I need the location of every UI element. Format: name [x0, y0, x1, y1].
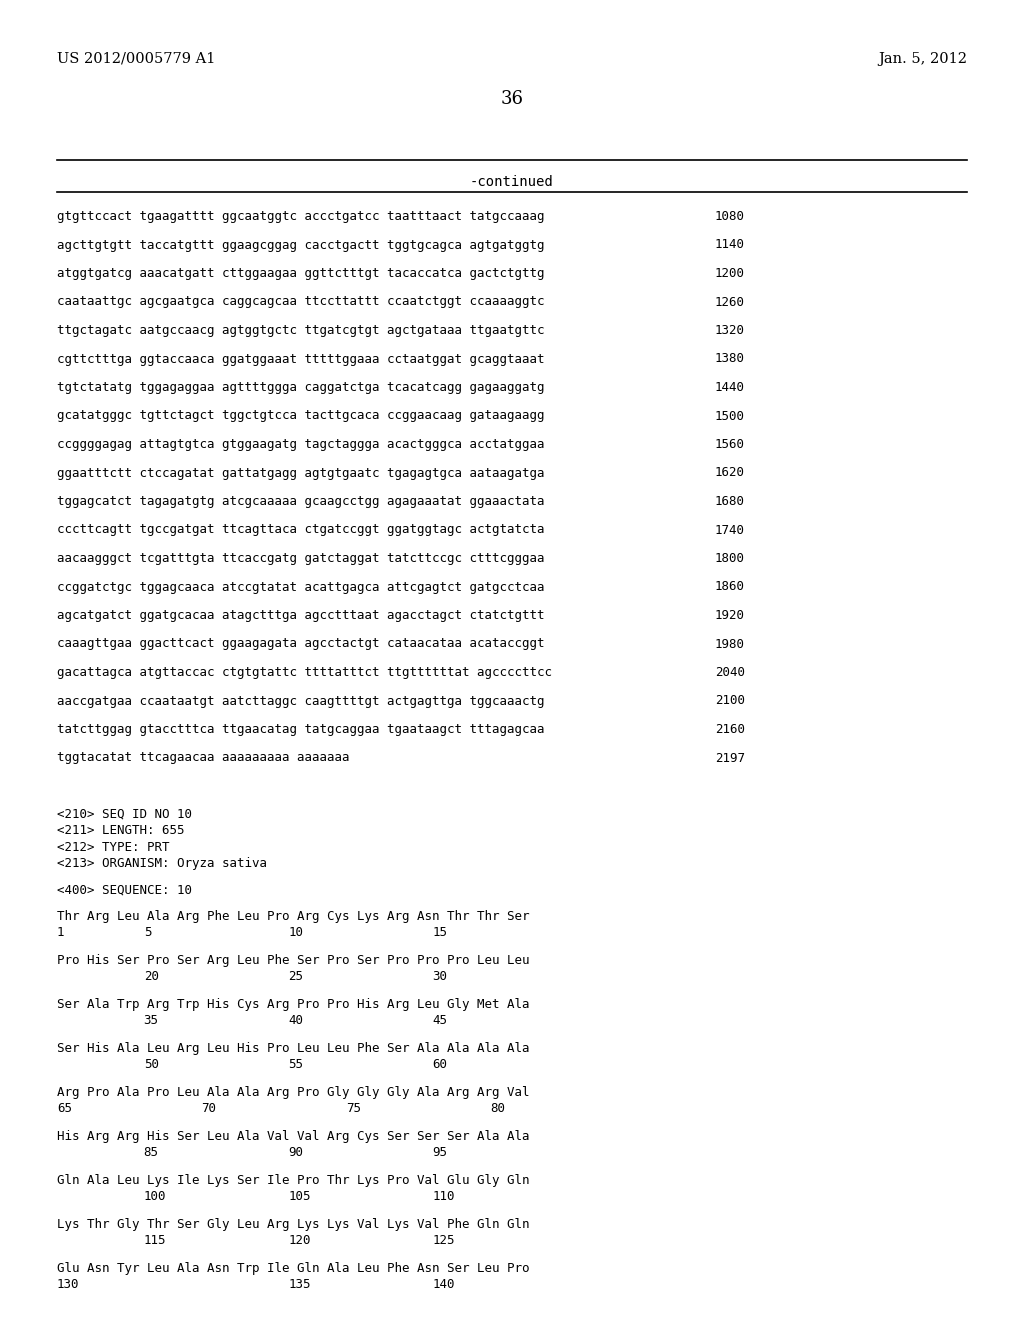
Text: cccttcagtt tgccgatgat ttcagttaca ctgatccggt ggatggtagc actgtatcta: cccttcagtt tgccgatgat ttcagttaca ctgatcc… — [57, 524, 545, 536]
Text: 140: 140 — [432, 1278, 455, 1291]
Text: <212> TYPE: PRT: <212> TYPE: PRT — [57, 841, 170, 854]
Text: Arg Pro Ala Pro Leu Ala Ala Arg Pro Gly Gly Gly Ala Arg Arg Val: Arg Pro Ala Pro Leu Ala Ala Arg Pro Gly … — [57, 1086, 529, 1100]
Text: atggtgatcg aaacatgatt cttggaagaa ggttctttgt tacaccatca gactctgttg: atggtgatcg aaacatgatt cttggaagaa ggttctt… — [57, 267, 545, 280]
Text: Pro His Ser Pro Ser Arg Leu Phe Ser Pro Ser Pro Pro Pro Leu Leu: Pro His Ser Pro Ser Arg Leu Phe Ser Pro … — [57, 954, 529, 968]
Text: 85: 85 — [143, 1146, 159, 1159]
Text: Thr Arg Leu Ala Arg Phe Leu Pro Arg Cys Lys Arg Asn Thr Thr Ser: Thr Arg Leu Ala Arg Phe Leu Pro Arg Cys … — [57, 911, 529, 923]
Text: ccggatctgc tggagcaaca atccgtatat acattgagca attcgagtct gatgcctcaa: ccggatctgc tggagcaaca atccgtatat acattga… — [57, 581, 545, 594]
Text: tggtacatat ttcagaacaa aaaaaaaaa aaaaaaa: tggtacatat ttcagaacaa aaaaaaaaa aaaaaaa — [57, 751, 349, 764]
Text: tatcttggag gtacctttca ttgaacatag tatgcaggaa tgaataagct tttagagcaa: tatcttggag gtacctttca ttgaacatag tatgcag… — [57, 723, 545, 737]
Text: 100: 100 — [143, 1189, 166, 1203]
Text: 10: 10 — [288, 925, 303, 939]
Text: 1800: 1800 — [715, 552, 745, 565]
Text: 75: 75 — [346, 1102, 360, 1115]
Text: <400> SEQUENCE: 10: <400> SEQUENCE: 10 — [57, 884, 193, 896]
Text: aaccgatgaa ccaataatgt aatcttaggc caagttttgt actgagttga tggcaaactg: aaccgatgaa ccaataatgt aatcttaggc caagttt… — [57, 694, 545, 708]
Text: ggaatttctt ctccagatat gattatgagg agtgtgaatc tgagagtgca aataagatga: ggaatttctt ctccagatat gattatgagg agtgtga… — [57, 466, 545, 479]
Text: 60: 60 — [432, 1057, 447, 1071]
Text: Jan. 5, 2012: Jan. 5, 2012 — [878, 51, 967, 66]
Text: Ser Ala Trp Arg Trp His Cys Arg Pro Pro His Arg Leu Gly Met Ala: Ser Ala Trp Arg Trp His Cys Arg Pro Pro … — [57, 998, 529, 1011]
Text: 105: 105 — [288, 1189, 310, 1203]
Text: 1980: 1980 — [715, 638, 745, 651]
Text: 30: 30 — [432, 970, 447, 983]
Text: 2160: 2160 — [715, 723, 745, 737]
Text: 2040: 2040 — [715, 667, 745, 678]
Text: gtgttccact tgaagatttt ggcaatggtc accctgatcc taatttaact tatgccaaag: gtgttccact tgaagatttt ggcaatggtc accctga… — [57, 210, 545, 223]
Text: 35: 35 — [143, 1014, 159, 1027]
Text: tggagcatct tagagatgtg atcgcaaaaa gcaagcctgg agagaaatat ggaaactata: tggagcatct tagagatgtg atcgcaaaaa gcaagcc… — [57, 495, 545, 508]
Text: <211> LENGTH: 655: <211> LENGTH: 655 — [57, 825, 184, 837]
Text: 55: 55 — [288, 1057, 303, 1071]
Text: aacaagggct tcgatttgta ttcaccgatg gatctaggat tatcttccgc ctttcgggaa: aacaagggct tcgatttgta ttcaccgatg gatctag… — [57, 552, 545, 565]
Text: 135: 135 — [288, 1278, 310, 1291]
Text: caaagttgaa ggacttcact ggaagagata agcctactgt cataacataa acataccggt: caaagttgaa ggacttcact ggaagagata agcctac… — [57, 638, 545, 651]
Text: Glu Asn Tyr Leu Ala Asn Trp Ile Gln Ala Leu Phe Asn Ser Leu Pro: Glu Asn Tyr Leu Ala Asn Trp Ile Gln Ala … — [57, 1262, 529, 1275]
Text: 1560: 1560 — [715, 438, 745, 451]
Text: 90: 90 — [288, 1146, 303, 1159]
Text: 1740: 1740 — [715, 524, 745, 536]
Text: agcttgtgtt taccatgttt ggaagcggag cacctgactt tggtgcagca agtgatggtg: agcttgtgtt taccatgttt ggaagcggag cacctga… — [57, 239, 545, 252]
Text: Gln Ala Leu Lys Ile Lys Ser Ile Pro Thr Lys Pro Val Glu Gly Gln: Gln Ala Leu Lys Ile Lys Ser Ile Pro Thr … — [57, 1175, 529, 1187]
Text: 130: 130 — [57, 1278, 80, 1291]
Text: gcatatgggc tgttctagct tggctgtcca tacttgcaca ccggaacaag gataagaagg: gcatatgggc tgttctagct tggctgtcca tacttgc… — [57, 409, 545, 422]
Text: 80: 80 — [490, 1102, 505, 1115]
Text: 110: 110 — [432, 1189, 455, 1203]
Text: 1380: 1380 — [715, 352, 745, 366]
Text: 1: 1 — [57, 925, 65, 939]
Text: <210> SEQ ID NO 10: <210> SEQ ID NO 10 — [57, 808, 193, 821]
Text: Lys Thr Gly Thr Ser Gly Leu Arg Lys Lys Val Lys Val Phe Gln Gln: Lys Thr Gly Thr Ser Gly Leu Arg Lys Lys … — [57, 1218, 529, 1232]
Text: gacattagca atgttaccac ctgtgtattc ttttatttct ttgttttttat agccccttcc: gacattagca atgttaccac ctgtgtattc ttttatt… — [57, 667, 552, 678]
Text: Ser His Ala Leu Arg Leu His Pro Leu Leu Phe Ser Ala Ala Ala Ala: Ser His Ala Leu Arg Leu His Pro Leu Leu … — [57, 1043, 529, 1055]
Text: 20: 20 — [143, 970, 159, 983]
Text: 1620: 1620 — [715, 466, 745, 479]
Text: 125: 125 — [432, 1234, 455, 1247]
Text: 1140: 1140 — [715, 239, 745, 252]
Text: 5: 5 — [143, 925, 152, 939]
Text: 65: 65 — [57, 1102, 72, 1115]
Text: 120: 120 — [288, 1234, 310, 1247]
Text: agcatgatct ggatgcacaa atagctttga agcctttaat agacctagct ctatctgttt: agcatgatct ggatgcacaa atagctttga agccttt… — [57, 609, 545, 622]
Text: 25: 25 — [288, 970, 303, 983]
Text: ccggggagag attagtgtca gtggaagatg tagctaggga acactgggca acctatggaa: ccggggagag attagtgtca gtggaagatg tagctag… — [57, 438, 545, 451]
Text: 2197: 2197 — [715, 751, 745, 764]
Text: 1860: 1860 — [715, 581, 745, 594]
Text: caataattgc agcgaatgca caggcagcaa ttccttattt ccaatctggt ccaaaaggtc: caataattgc agcgaatgca caggcagcaa ttcctta… — [57, 296, 545, 309]
Text: 1500: 1500 — [715, 409, 745, 422]
Text: <213> ORGANISM: Oryza sativa: <213> ORGANISM: Oryza sativa — [57, 858, 267, 870]
Text: 45: 45 — [432, 1014, 447, 1027]
Text: 115: 115 — [143, 1234, 166, 1247]
Text: 1440: 1440 — [715, 381, 745, 393]
Text: 1320: 1320 — [715, 323, 745, 337]
Text: 1080: 1080 — [715, 210, 745, 223]
Text: His Arg Arg His Ser Leu Ala Val Val Arg Cys Ser Ser Ser Ala Ala: His Arg Arg His Ser Leu Ala Val Val Arg … — [57, 1130, 529, 1143]
Text: 1200: 1200 — [715, 267, 745, 280]
Text: 36: 36 — [501, 90, 523, 108]
Text: 1680: 1680 — [715, 495, 745, 508]
Text: 95: 95 — [432, 1146, 447, 1159]
Text: ttgctagatc aatgccaacg agtggtgctc ttgatcgtgt agctgataaa ttgaatgttc: ttgctagatc aatgccaacg agtggtgctc ttgatcg… — [57, 323, 545, 337]
Text: 40: 40 — [288, 1014, 303, 1027]
Text: 70: 70 — [202, 1102, 216, 1115]
Text: tgtctatatg tggagaggaa agttttggga caggatctga tcacatcagg gagaaggatg: tgtctatatg tggagaggaa agttttggga caggatc… — [57, 381, 545, 393]
Text: 2100: 2100 — [715, 694, 745, 708]
Text: US 2012/0005779 A1: US 2012/0005779 A1 — [57, 51, 215, 66]
Text: -continued: -continued — [470, 176, 554, 189]
Text: 1920: 1920 — [715, 609, 745, 622]
Text: cgttctttga ggtaccaaca ggatggaaat tttttggaaa cctaatggat gcaggtaaat: cgttctttga ggtaccaaca ggatggaaat tttttgg… — [57, 352, 545, 366]
Text: 50: 50 — [143, 1057, 159, 1071]
Text: 15: 15 — [432, 925, 447, 939]
Text: 1260: 1260 — [715, 296, 745, 309]
